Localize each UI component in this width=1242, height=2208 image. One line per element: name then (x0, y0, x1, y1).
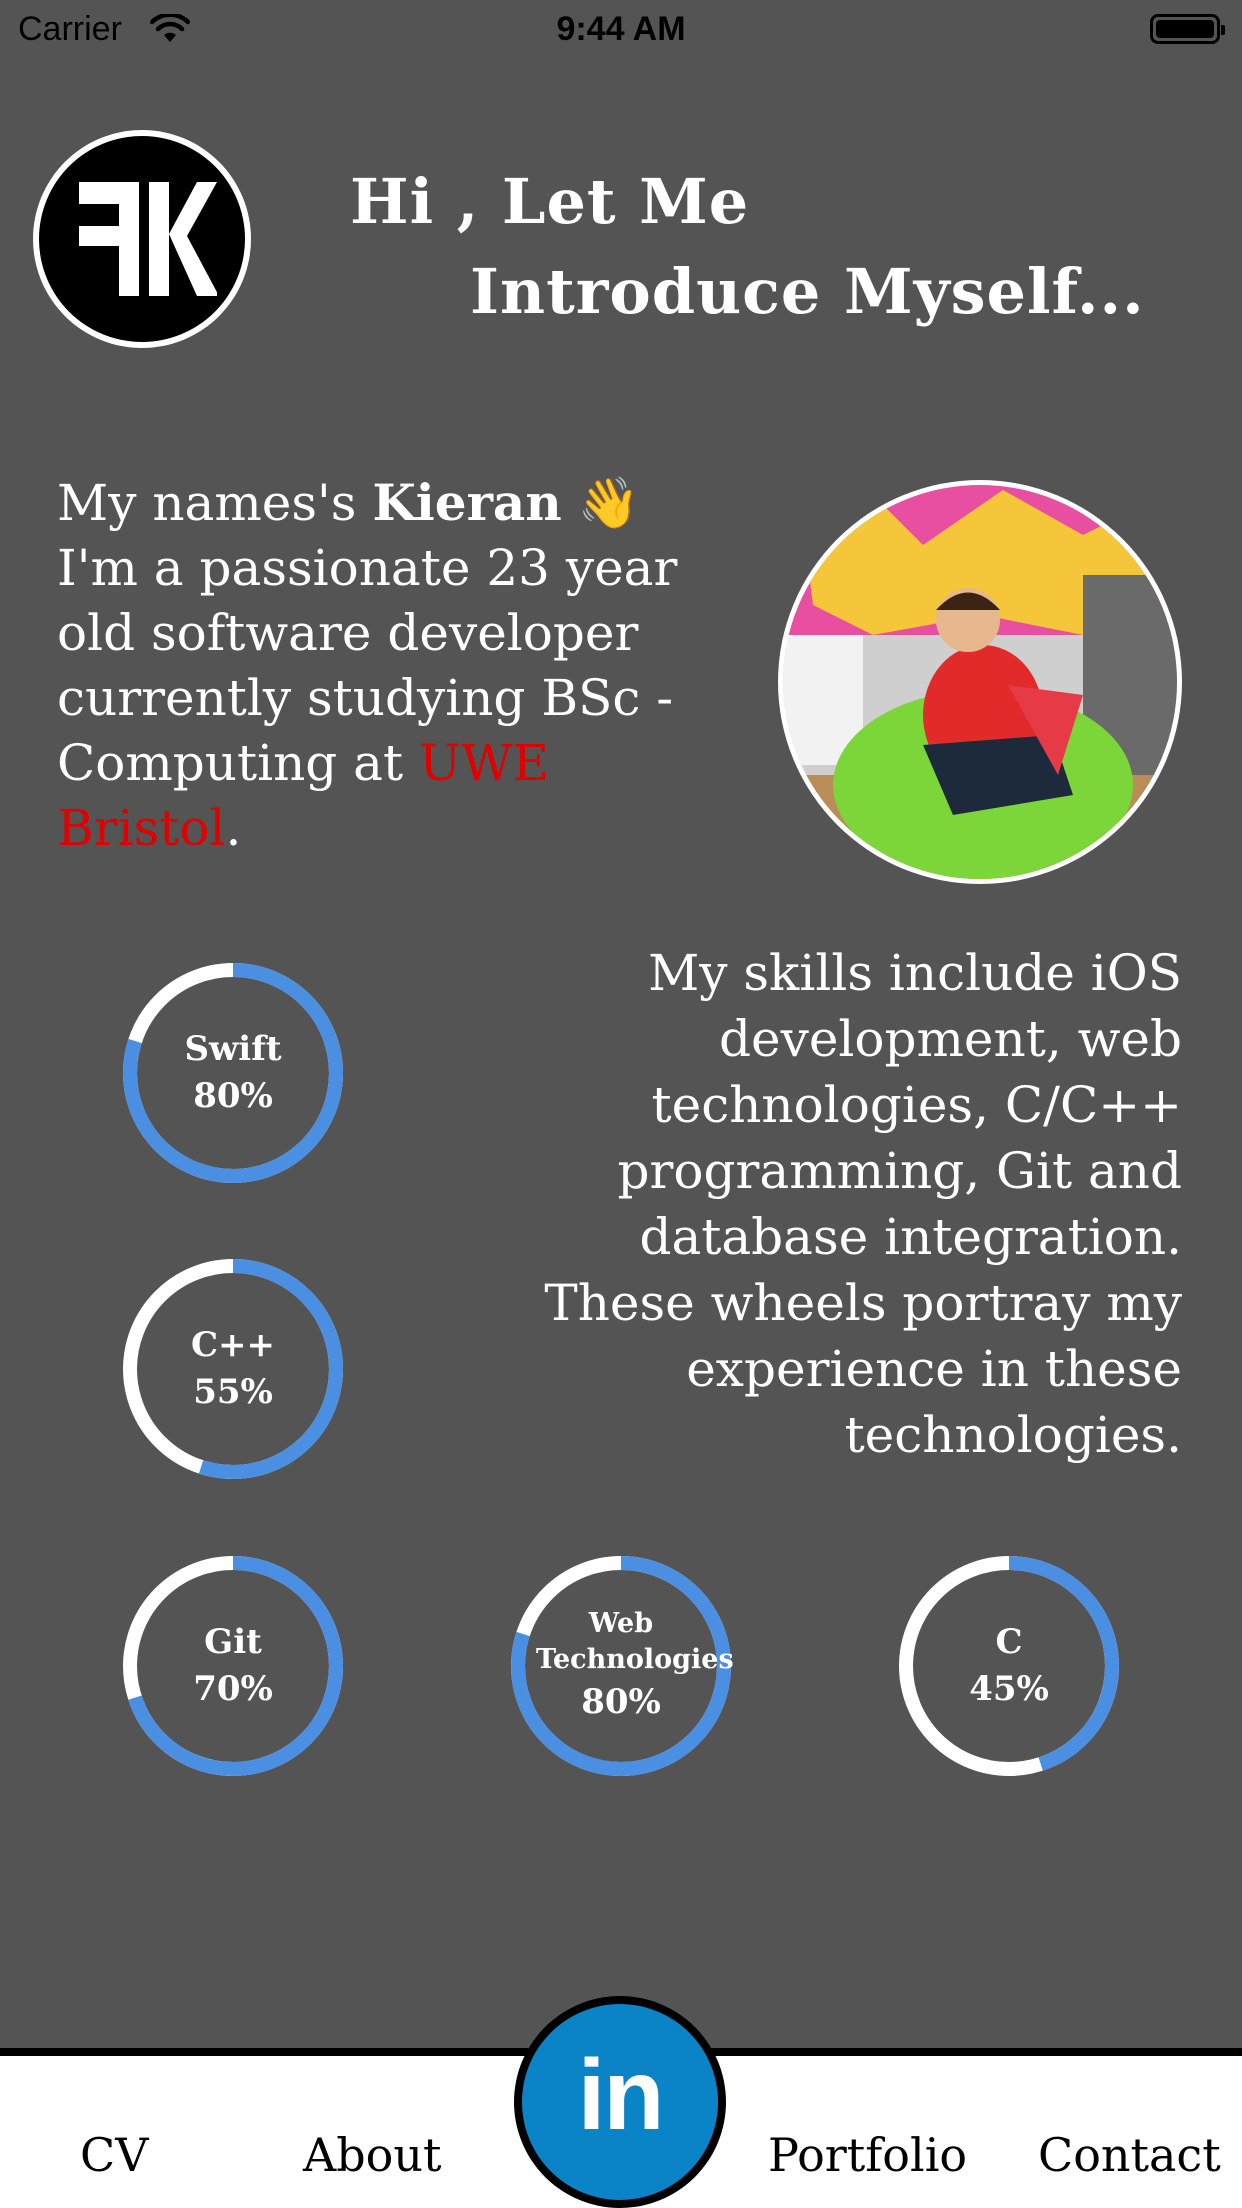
carrier-label: Carrier (18, 10, 122, 48)
linkedin-button[interactable]: in (514, 1996, 726, 2208)
skill-wheel-arc (123, 1259, 343, 1479)
skill-wheel-arc (123, 1556, 343, 1776)
skill-wheel-arc (899, 1556, 1119, 1776)
fk-logo-icon (33, 130, 251, 348)
skill-wheel-web-technologies: Web Technologies 80% (508, 1553, 734, 1779)
status-bar: Carrier 9:44 AM (0, 0, 1242, 60)
battery-icon (1150, 14, 1225, 44)
skill-percent: 80% (581, 1682, 661, 1722)
skill-wheel-swift: Swift 80% (120, 960, 346, 1186)
intro-body: I'm a passionate 23 year old software de… (57, 539, 678, 792)
skill-wheel-arc (123, 963, 343, 1183)
intro-suffix: . (225, 799, 242, 857)
skill-name: Swift (184, 1029, 282, 1069)
linkedin-icon: in (522, 2004, 718, 2200)
heading-line-1: Hi , Let Me (350, 165, 750, 238)
skill-percent: 45% (969, 1669, 1049, 1709)
skills-paragraph: My skills include iOS development, web t… (544, 944, 1182, 1464)
tab-portfolio[interactable]: Portfolio (768, 2128, 968, 2182)
profile-photo (778, 480, 1182, 884)
wifi-icon (149, 12, 191, 48)
skill-name: Git (204, 1622, 262, 1662)
skill-name: Web Technologies (536, 1608, 734, 1675)
skill-name: C (995, 1622, 1023, 1662)
waving-hand-icon: 👋 (577, 474, 640, 532)
intro-prefix: My names's (57, 474, 373, 532)
skill-percent: 80% (193, 1076, 273, 1116)
skill-percent: 55% (193, 1372, 273, 1412)
skill-percent: 70% (193, 1669, 273, 1709)
skill-wheel-git: Git 70% (120, 1553, 346, 1779)
tab-contact[interactable]: Contact (1038, 2128, 1221, 2182)
skill-wheel-c: C 45% (896, 1553, 1122, 1779)
linkedin-label: in (577, 2039, 665, 2151)
skill-name: C++ (190, 1325, 276, 1365)
intro-name: Kieran (372, 473, 562, 532)
heading-line-2: Introduce Myself... (470, 255, 1145, 328)
university-link[interactable]: UWE Bristol (57, 734, 549, 857)
tab-about[interactable]: About (303, 2128, 442, 2182)
intro-paragraph: My names's Kieran 👋 I'm a passionate 23 y… (57, 470, 697, 861)
skill-wheel-arc (511, 1556, 731, 1776)
skill-wheel-cpp: C++ 55% (120, 1256, 346, 1482)
tab-cv[interactable]: CV (80, 2128, 149, 2182)
clock: 9:44 AM (556, 10, 686, 48)
